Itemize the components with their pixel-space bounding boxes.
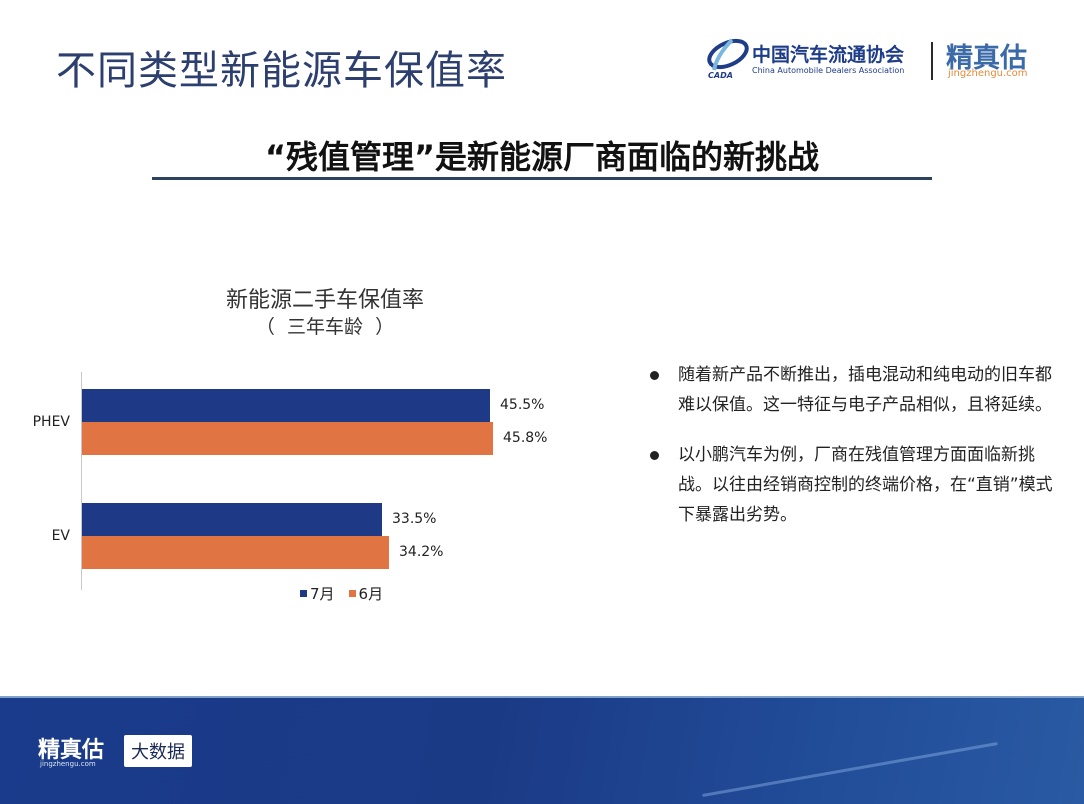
footer-light-streak xyxy=(702,741,998,798)
jzg-logo-cn: 精真估 xyxy=(946,43,1027,74)
cada-logo-icon: CADA xyxy=(707,38,749,80)
subtitle-divider xyxy=(152,177,932,180)
value-label-ev-june: 34.2% xyxy=(399,544,444,560)
logo-area: CADA 中国汽车流通协会 China Automobile Dealers A… xyxy=(700,36,1060,86)
legend-label-july: 7月 xyxy=(310,585,335,603)
svg-text:CADA: CADA xyxy=(708,71,733,80)
slide-subtitle: “残值管理”是新能源厂商面临的新挑战 xyxy=(264,138,820,176)
bullet-item: 随着新产品不断推出，插电混动和纯电动的旧车都难以保值。这一特征与电子产品相似，且… xyxy=(650,360,1063,420)
bullet-text: 随着新产品不断推出，插电混动和纯电动的旧车都难以保值。这一特征与电子产品相似，且… xyxy=(678,365,1052,415)
legend-item-june: 6月 xyxy=(348,583,384,604)
footer-badge: 大数据 xyxy=(124,735,192,767)
bar-phev-july xyxy=(82,389,490,422)
bullet-list: 随着新产品不断推出，插电混动和纯电动的旧车都难以保值。这一特征与电子产品相似，且… xyxy=(650,360,1070,550)
footer-logo-en: jingzhengu.com xyxy=(40,760,96,768)
value-label-phev-july: 45.5% xyxy=(500,397,545,413)
jzg-logo-en: jingzhengu.com xyxy=(948,68,1028,79)
bullet-dot-icon xyxy=(650,451,659,460)
value-label-phev-june: 45.8% xyxy=(503,430,548,446)
bullet-text: 以小鹏汽车为例，厂商在残值管理方面面临新挑战。以往由经销商控制的终端价格，在“直… xyxy=(678,445,1053,525)
legend-swatch-june-icon xyxy=(348,590,356,597)
bar-phev-june xyxy=(82,422,493,455)
legend-label-june: 6月 xyxy=(358,585,384,603)
logo-divider xyxy=(931,42,933,80)
bar-ev-july xyxy=(82,503,382,536)
category-label-phev: PHEV xyxy=(32,414,70,430)
legend-swatch-july-icon xyxy=(300,590,307,597)
legend-item-july: 7月 xyxy=(300,583,335,604)
chart-subtitle: （ 三年车龄 ） xyxy=(255,316,395,338)
chart-title: 新能源二手车保值率 xyxy=(225,288,424,313)
cada-name-cn: 中国汽车流通协会 xyxy=(752,44,905,66)
cada-name-en: China Automobile Dealers Association xyxy=(752,66,905,75)
y-axis-line xyxy=(81,372,82,590)
chart-legend: 7月 6月 xyxy=(300,583,383,604)
bar-ev-june xyxy=(82,536,389,569)
slide-title: 不同类型新能源车保值率 xyxy=(56,48,507,94)
category-label-ev: EV xyxy=(51,528,70,544)
footer-logo-cn: 精真估 xyxy=(38,738,105,763)
bullet-item: 以小鹏汽车为例，厂商在残值管理方面面临新挑战。以往由经销商控制的终端价格，在“直… xyxy=(650,440,1063,530)
bullet-dot-icon xyxy=(650,371,659,380)
value-label-ev-july: 33.5% xyxy=(392,511,437,527)
footer-band: 精真估 jingzhengu.com 大数据 xyxy=(0,696,1084,804)
